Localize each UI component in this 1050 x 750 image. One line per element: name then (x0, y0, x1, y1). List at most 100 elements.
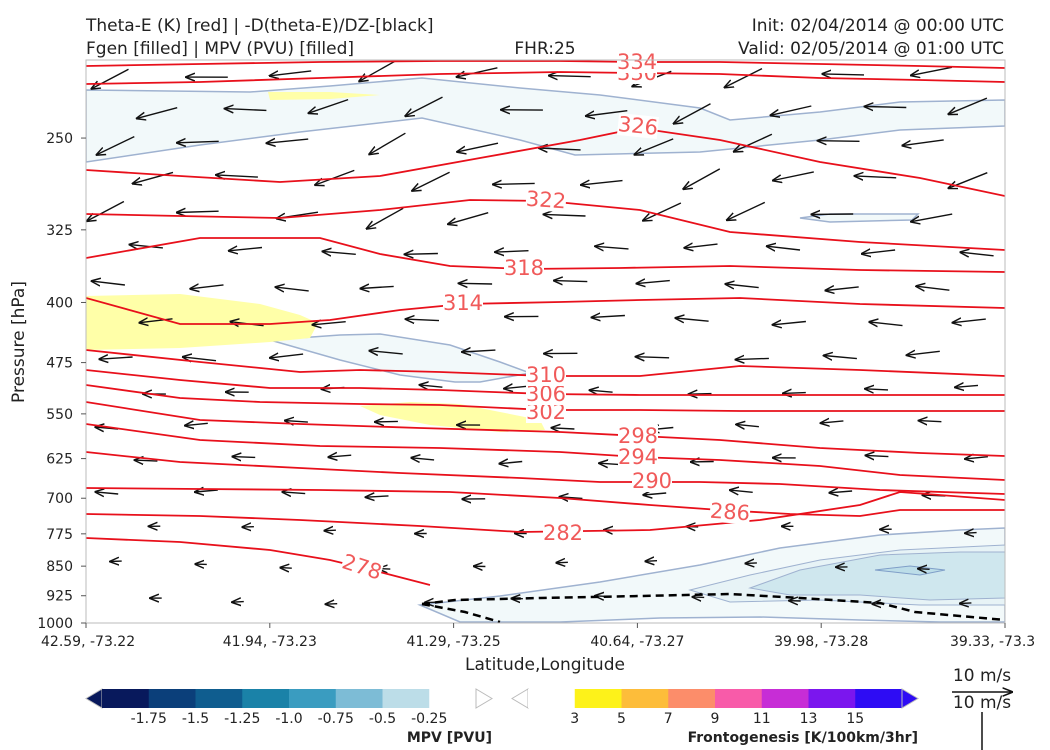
colorbar-tick-label: -1.0 (275, 711, 302, 727)
colorbar-tick-label: 9 (711, 711, 720, 727)
wind-vector (745, 563, 757, 564)
wind-vector (405, 96, 443, 116)
wind-vector (773, 322, 806, 325)
theta-e-contour-label: 294 (618, 445, 658, 469)
contour-label-bg (526, 401, 566, 423)
stability-dashed-contour (421, 592, 1005, 622)
colorbar-tick-label: -1.75 (131, 711, 167, 727)
wind-vector (139, 319, 173, 323)
theta-e-contour-line (86, 349, 1005, 377)
theta-e-contour-line (86, 401, 1005, 457)
contour-label-bg (543, 522, 583, 544)
wind-vector (560, 497, 583, 499)
wind-vector (865, 107, 907, 108)
wind-vector (280, 568, 292, 569)
wind-vector (229, 248, 263, 251)
fgen-colorbar-label: Frontogenesis [K/100km/3hr] (688, 730, 918, 746)
colorbar-extend-left (511, 688, 529, 709)
init-time: Init: 02/04/2014 @ 00:00 UTC (752, 16, 1004, 36)
wind-vector (360, 286, 394, 288)
x-tick-label: 39.33, -73.3 (950, 634, 1035, 650)
wind-vector (643, 202, 682, 221)
theta-e-contour-label: 326 (617, 112, 659, 140)
theta-e-contour-label: 290 (632, 469, 672, 493)
wind-vector (822, 74, 865, 75)
colorbar-tick-label: 3 (570, 711, 579, 727)
wind-vector (448, 212, 489, 225)
wind-vector (276, 287, 309, 291)
colorbar-segment (808, 689, 856, 708)
wind-vector (411, 458, 435, 460)
x-axis: 42.59, -73.22 41.94, -73.23 41.29, -73.25 4… (41, 623, 1035, 650)
wind-vector (683, 168, 721, 189)
wind-vector (855, 176, 897, 178)
colorbar-segment (528, 689, 576, 708)
wind-vector (369, 351, 403, 354)
y-tick-label: 850 (46, 559, 73, 575)
wind-vector (405, 254, 438, 255)
wind-vector (595, 246, 629, 249)
wind-vector (270, 354, 304, 358)
wind-vector (323, 251, 356, 254)
wind-vector (87, 200, 125, 222)
contour-label-bg (616, 112, 660, 140)
forecast-hour: FHR:25 (514, 39, 575, 59)
theta-e-contour-line (86, 237, 1005, 273)
contour-label-bg (526, 383, 566, 405)
wind-key-label: 10 m/s (953, 666, 1011, 686)
y-tick-label: 400 (46, 295, 73, 311)
theta-e-contour-label: 310 (526, 363, 566, 387)
valid-time: Valid: 02/05/2014 @ 01:00 UTC (738, 39, 1004, 59)
colorbar-tick-label: 11 (753, 711, 771, 727)
y-tick-label: 325 (46, 223, 73, 239)
wind-vector (725, 67, 763, 88)
wind-vector (97, 135, 135, 155)
theta-e-contour-line (86, 60, 1005, 69)
wind-vector (185, 423, 208, 425)
wind-vector (866, 455, 889, 456)
wind-vector (821, 421, 844, 423)
wind-vector (504, 386, 527, 388)
colorbar-tick-label: 5 (617, 711, 626, 727)
y-axis-label: Pressure [hPa] (9, 281, 29, 403)
fgen-fill-upper (268, 92, 380, 100)
wind-vector (493, 183, 535, 184)
mpv-colorbar-label: MPV [PVU] (407, 730, 492, 746)
colorbar-tick-label: -1.5 (182, 711, 209, 727)
theta-e-contour-label: 318 (504, 256, 544, 280)
y-tick-label: 925 (46, 589, 73, 605)
wind-vector (581, 181, 623, 185)
colorbar-tick-label: -0.25 (411, 711, 447, 727)
wind-vector (767, 246, 801, 250)
wind-vector (960, 252, 994, 256)
plot-frame (85, 59, 1006, 624)
wind-vector (862, 250, 896, 254)
fgen-fill-low (360, 402, 545, 432)
theta-e-contour-label: 286 (709, 499, 751, 526)
mpv-colorbar: -1.75 -1.5 -1.25 -1.0 -0.75 -0.5 -0.25 (85, 688, 493, 727)
contour-label-bg (618, 425, 658, 447)
wind-vector (457, 142, 499, 152)
wind-vector (92, 68, 129, 88)
theta-e-contour-line (86, 491, 1005, 533)
wind-vector (590, 390, 613, 392)
wind-vector (326, 604, 338, 605)
fgen-fill-mid (86, 294, 318, 350)
colorbar-tick-label: 7 (664, 711, 673, 727)
wind-vector (919, 421, 942, 422)
wind-vector (366, 496, 389, 497)
wind-vector (771, 105, 812, 115)
wind-vector (636, 357, 670, 358)
wind-vector (267, 139, 309, 143)
title-line-1: Theta-E (K) [red] | -D(theta-E)/DZ-[blac… (85, 16, 434, 36)
wind-vector (736, 358, 769, 359)
contour-label-bg (618, 446, 658, 468)
wind-vector (137, 107, 178, 119)
wind-vector (328, 455, 352, 457)
wind-vector (459, 283, 493, 284)
colorbar-segment (668, 689, 716, 708)
y-tick-label: 625 (46, 452, 73, 468)
wind-vector (645, 561, 658, 562)
wind-vector (965, 457, 988, 459)
theta-e-contour-label: 334 (617, 50, 657, 74)
